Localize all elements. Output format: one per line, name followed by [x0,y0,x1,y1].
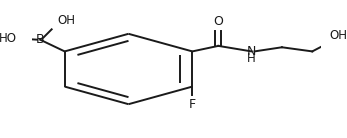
Text: H: H [247,52,256,66]
Text: O: O [213,15,223,28]
Text: B: B [36,33,44,46]
Text: OH: OH [58,14,75,27]
Text: F: F [189,98,196,111]
Text: OH: OH [330,29,347,43]
Text: N: N [247,45,256,58]
Text: HO: HO [0,32,17,46]
